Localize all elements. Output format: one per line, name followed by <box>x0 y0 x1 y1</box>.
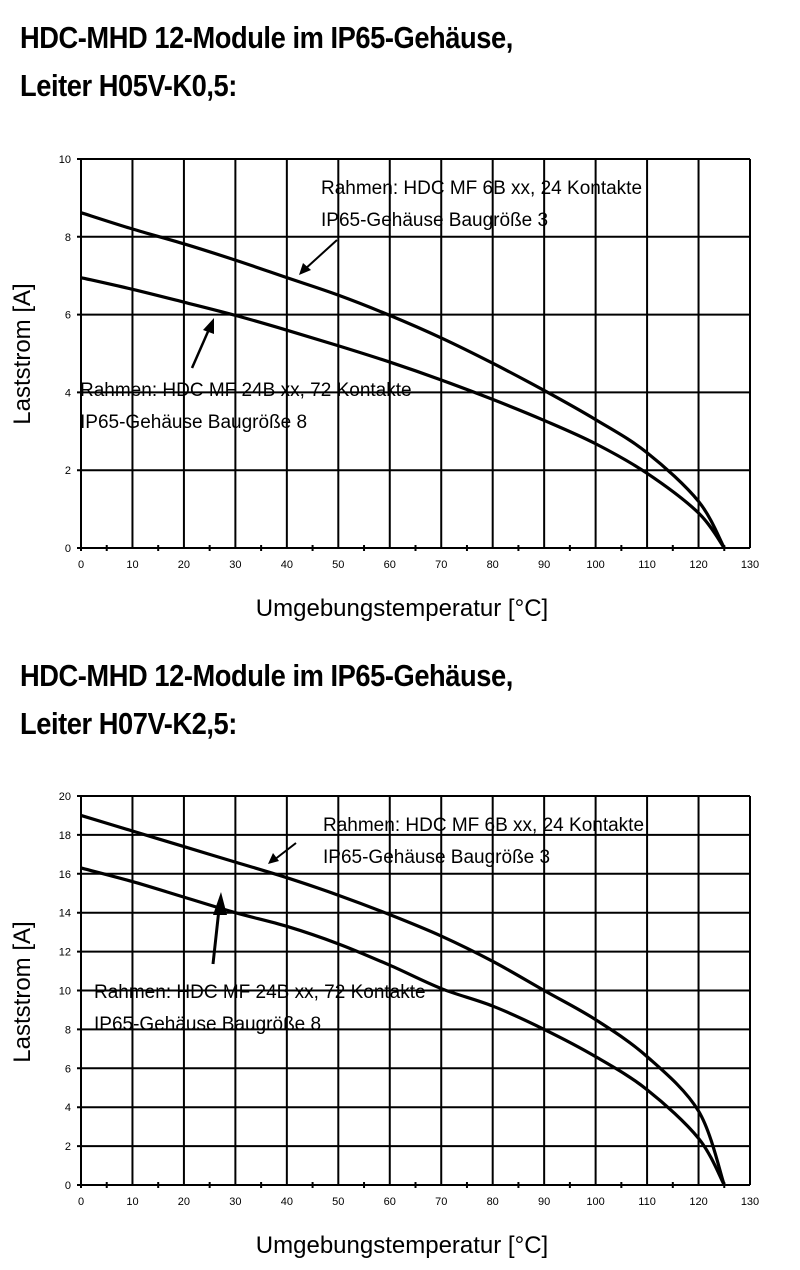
x-tick-label: 40 <box>281 559 293 571</box>
chart-1-axis-ticks: 0 10 20 30 40 50 60 70 80 90 100 110 120 130 0 2 4 6 8 10 <box>59 154 759 571</box>
y-tick-label: 6 <box>65 310 71 322</box>
x-tick-label: 40 <box>281 1196 293 1208</box>
chart-2-title-line-1: HDC-MHD 12-Module im IP65-Gehäuse, <box>20 658 513 693</box>
x-tick-label: 120 <box>689 559 707 571</box>
x-tick-label: 60 <box>384 1196 396 1208</box>
x-tick-label: 100 <box>586 559 604 571</box>
x-tick-label: 110 <box>638 559 656 571</box>
series-line-72-kontakte <box>80 276 726 549</box>
chart-1-arrow-lower-icon <box>190 318 214 369</box>
chart-1-grid <box>77 158 751 549</box>
y-tick-label: 6 <box>65 1063 71 1075</box>
x-tick-label: 90 <box>538 559 550 571</box>
chart-2-arrow-lower-icon <box>211 892 227 965</box>
x-tick-label: 10 <box>126 1196 138 1208</box>
x-tick-label: 100 <box>586 1196 604 1208</box>
series-line-24-kontakte <box>80 211 726 549</box>
x-tick-label: 50 <box>332 1196 344 1208</box>
chart-2-curves <box>80 813 726 1186</box>
chart-2-annotation-lower-line-2: IP65-Gehäuse Baugröße 8 <box>94 1014 321 1035</box>
x-tick-label: 70 <box>435 559 447 571</box>
chart-1-annotation-upper-line-2: IP65-Gehäuse Baugröße 3 <box>321 210 548 231</box>
y-tick-label: 10 <box>59 986 71 998</box>
chart-2-y-axis-label: Laststrom [A] <box>9 921 36 1062</box>
chart-2-title-line-2: Leiter H07V-K2,5: <box>20 706 237 741</box>
chart-2-annotation-upper-line-2: IP65-Gehäuse Baugröße 3 <box>323 847 550 868</box>
y-tick-label: 14 <box>59 908 71 920</box>
y-tick-label: 8 <box>65 232 71 244</box>
chart-1-title-line-2: Leiter H05V-K0,5: <box>20 68 237 103</box>
chart-2-arrow-upper-icon <box>268 842 297 864</box>
y-tick-label: 2 <box>65 465 71 477</box>
chart-1-annotation-lower-line-2: IP65-Gehäuse Baugröße 8 <box>80 412 307 433</box>
x-tick-label: 0 <box>78 1196 84 1208</box>
chart-2-axis-ticks: 0 10 20 30 40 50 60 70 80 90 100 110 120 130 0 2 4 6 8 10 12… <box>59 791 759 1208</box>
x-tick-label: 120 <box>689 1196 707 1208</box>
chart-2-grid <box>77 795 751 1186</box>
chart-1-arrow-upper-icon <box>299 239 338 275</box>
chart-1-annotation-lower-line-1: Rahmen: HDC MF 24B xx, 72 Kontakte <box>80 380 412 401</box>
x-tick-label: 20 <box>178 1196 190 1208</box>
x-tick-label: 70 <box>435 1196 447 1208</box>
y-tick-label: 18 <box>59 830 71 842</box>
chart-2-x-axis-label: Umgebungstemperatur [°C] <box>256 1232 548 1259</box>
y-tick-label: 0 <box>65 543 71 555</box>
chart-1-y-axis-label: Laststrom [A] <box>9 283 36 424</box>
x-tick-label: 130 <box>741 559 759 571</box>
x-tick-label: 80 <box>487 559 499 571</box>
x-tick-label: 30 <box>229 559 241 571</box>
chart-1-annotation-upper-line-1: Rahmen: HDC MF 6B xx, 24 Kontakte <box>321 178 642 199</box>
chart-2-plot: 0 10 20 30 40 50 60 70 80 90 100 110 120 130 0 2 4 6 8 10 12… <box>9 791 759 1259</box>
x-tick-label: 60 <box>384 559 396 571</box>
y-tick-label: 20 <box>59 791 71 803</box>
x-tick-label: 20 <box>178 559 190 571</box>
series-line-72-kontakte <box>80 866 726 1186</box>
y-tick-label: 4 <box>65 387 71 399</box>
chart-1-plot: 0 10 20 30 40 50 60 70 80 90 100 110 120 130 0 2 4 6 8 10 L… <box>9 154 759 622</box>
x-tick-label: 0 <box>78 559 84 571</box>
y-tick-label: 8 <box>65 1024 71 1036</box>
y-tick-label: 10 <box>59 154 71 166</box>
y-tick-label: 0 <box>65 1180 71 1192</box>
chart-2-annotation-upper-line-1: Rahmen: HDC MF 6B xx, 24 Kontakte <box>323 815 644 836</box>
x-tick-label: 10 <box>126 559 138 571</box>
chart-1-curves <box>80 211 726 549</box>
x-tick-label: 130 <box>741 1196 759 1208</box>
x-tick-label: 30 <box>229 1196 241 1208</box>
x-tick-label: 110 <box>638 1196 656 1208</box>
x-tick-label: 50 <box>332 559 344 571</box>
x-tick-label: 90 <box>538 1196 550 1208</box>
chart-1-title-line-1: HDC-MHD 12-Module im IP65-Gehäuse, <box>20 20 513 55</box>
y-tick-label: 12 <box>59 947 71 959</box>
chart-1-x-axis-label: Umgebungstemperatur [°C] <box>256 595 548 622</box>
x-tick-label: 80 <box>487 1196 499 1208</box>
y-tick-label: 2 <box>65 1141 71 1153</box>
chart-2-annotation-lower-line-1: Rahmen: HDC MF 24B xx, 72 Kontakte <box>94 982 426 1003</box>
y-tick-label: 4 <box>65 1102 71 1114</box>
y-tick-label: 16 <box>59 869 71 881</box>
series-line-24-kontakte <box>80 813 726 1186</box>
